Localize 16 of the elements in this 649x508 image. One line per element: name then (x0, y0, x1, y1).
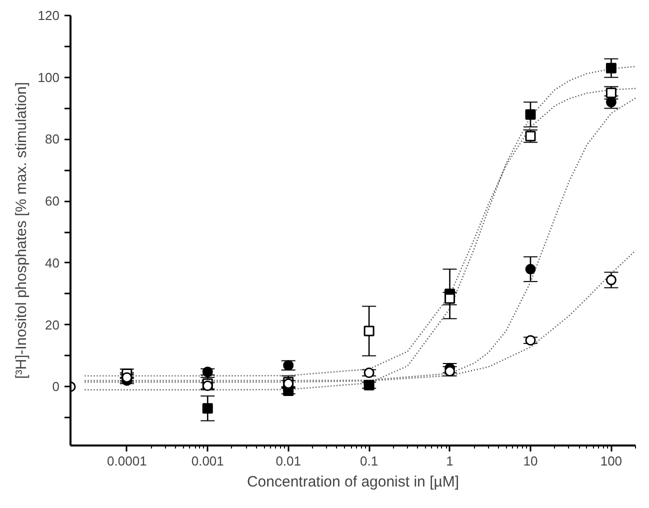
y-tick-label: 120 (38, 8, 60, 23)
y-axis-title: [³H]-Inositol phosphates [% max. stimulation] (12, 82, 30, 379)
x-tick-label: 0.1 (360, 454, 378, 468)
x-tick-label: 0.001 (191, 454, 224, 468)
y-tick-label: 100 (38, 70, 60, 85)
x-tick-label: 0.0001 (107, 454, 147, 468)
y-tick-label: 40 (45, 255, 60, 270)
y-tick-label: 0 (52, 379, 60, 394)
x-tick-label: 100 (600, 454, 622, 468)
x-tick-label: 1 (446, 454, 454, 468)
x-tick-label: 10 (523, 454, 538, 468)
x-tick-label: 0.01 (276, 454, 302, 468)
y-tick-label: 60 (45, 194, 60, 209)
y-tick-label: 80 (45, 132, 60, 147)
y-tick-label: 20 (45, 317, 60, 332)
x-axis-title: Concentration of agonist in [µM] (246, 474, 460, 490)
